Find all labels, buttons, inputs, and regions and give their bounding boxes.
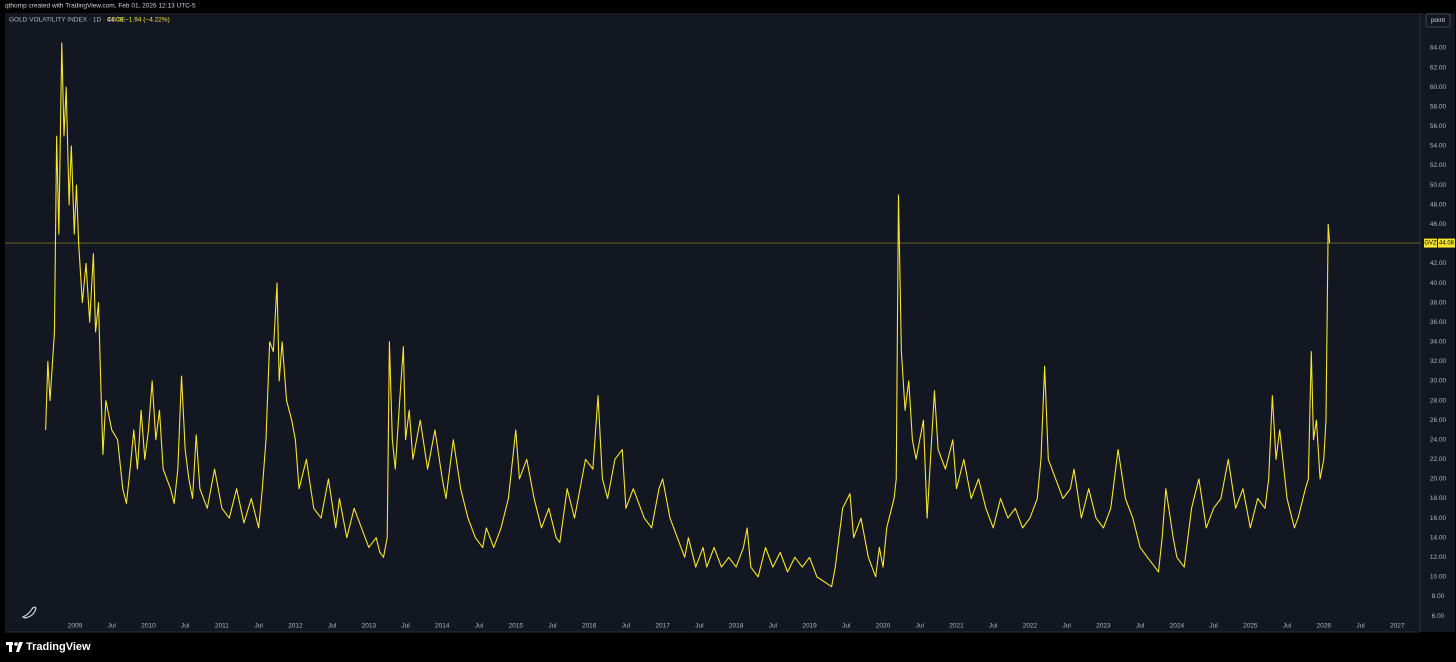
price-tag-name-bg — [1424, 238, 1437, 248]
tv-logo — [6, 642, 23, 652]
y-tick-label: 8.00 — [1432, 593, 1445, 600]
price-tag-bg — [1438, 238, 1455, 248]
x-tick-label: Jul — [181, 623, 190, 630]
y-tick-label: 60.00 — [1430, 84, 1447, 91]
y-tick-label: 22.00 — [1430, 456, 1447, 463]
y-tick-label: 14.00 — [1430, 534, 1447, 541]
y-tick-label: 42.00 — [1430, 260, 1447, 267]
y-tick-label: 38.00 — [1430, 299, 1447, 306]
dino-icon — [21, 606, 37, 619]
y-tick-label: 28.00 — [1430, 397, 1447, 404]
x-tick-label: 2016 — [582, 623, 597, 630]
x-tick-label: Jul — [108, 623, 117, 630]
x-tick-label: Jul — [475, 623, 484, 630]
x-tick-label: 2012 — [288, 623, 303, 630]
y-tick-label: 48.00 — [1430, 201, 1447, 208]
x-tick-label: 2023 — [1096, 623, 1111, 630]
y-tick-label: 64.00 — [1430, 45, 1447, 52]
x-tick-label: Jul — [1063, 623, 1072, 630]
x-tick-label: Jul — [1356, 623, 1365, 630]
x-tick-label: Jul — [328, 623, 337, 630]
y-tick-label: 40.00 — [1430, 280, 1447, 287]
price-line — [45, 42, 1331, 588]
x-tick-label: 2022 — [1023, 623, 1038, 630]
y-tick-label: 26.00 — [1430, 417, 1447, 424]
y-tick-label: 6.00 — [1432, 613, 1445, 620]
x-tick-label: Jul — [769, 623, 778, 630]
x-tick-label: Jul — [1283, 623, 1292, 630]
x-tick-label: Jul — [695, 623, 704, 630]
y-tick-label: 24.00 — [1430, 436, 1447, 443]
brand: TradingView — [26, 641, 91, 653]
y-tick-label: 56.00 — [1430, 123, 1447, 130]
x-tick-label: 2011 — [215, 623, 229, 630]
y-tick-label: 10.00 — [1430, 574, 1447, 581]
x-tick-label: 2017 — [655, 623, 670, 630]
x-tick-label: Jul — [916, 623, 925, 630]
x-tick-label: 2015 — [509, 623, 524, 630]
y-tick-label: 20.00 — [1430, 476, 1447, 483]
x-tick-label: Jul — [1209, 623, 1218, 630]
x-tick-label: 2013 — [362, 623, 377, 630]
x-tick-label: 2010 — [141, 623, 156, 630]
point-button[interactable] — [1425, 13, 1451, 28]
y-tick-label: 54.00 — [1430, 143, 1447, 150]
x-tick-label: Jul — [1136, 623, 1145, 630]
last-value: 44.08 — [107, 17, 124, 24]
x-tick-label: 2009 — [68, 623, 83, 630]
y-tick-label: 62.00 — [1430, 64, 1447, 71]
y-tick-label: 58.00 — [1430, 103, 1447, 110]
x-tick-label: Jul — [254, 623, 263, 630]
change: −1.94 (−4.22%) — [125, 17, 170, 24]
x-tick-label: Jul — [842, 623, 851, 630]
x-tick-label: 2020 — [876, 623, 891, 630]
price-tag-value: 44.08 — [1439, 241, 1455, 247]
y-tick-label: 50.00 — [1430, 182, 1447, 189]
y-tick-label: 34.00 — [1430, 339, 1447, 346]
credit: qthomp created with TradingView.com, Feb… — [5, 3, 196, 10]
x-tick-label: 2014 — [435, 623, 450, 630]
chart-pane — [5, 13, 1455, 632]
x-tick-label: 2027 — [1390, 623, 1405, 630]
y-tick-label: 52.00 — [1430, 162, 1447, 169]
x-tick-label: 2021 — [949, 623, 964, 630]
y-tick-label: 12.00 — [1430, 554, 1447, 561]
x-tick-label: 2026 — [1317, 623, 1332, 630]
y-tick-label: 32.00 — [1430, 358, 1447, 365]
y-tick-label: 30.00 — [1430, 378, 1447, 385]
y-tick-label: 18.00 — [1430, 495, 1447, 502]
y-tick-label: 36.00 — [1430, 319, 1447, 326]
y-tick-label: 16.00 — [1430, 515, 1447, 522]
chart-title: GOLD VOLATILITY INDEX · 1D · CBOE — [9, 17, 126, 24]
x-tick-label: 2025 — [1243, 623, 1258, 630]
x-tick-label: 2024 — [1170, 623, 1185, 630]
x-tick-label: 2018 — [729, 623, 744, 630]
x-tick-label: Jul — [548, 623, 557, 630]
price-tag-name: GVZ — [1424, 241, 1437, 247]
point-button-label[interactable]: point — [1431, 17, 1445, 24]
x-tick-label: Jul — [622, 623, 631, 630]
x-tick-label: 2019 — [802, 623, 817, 630]
y-tick-label: 46.00 — [1430, 221, 1447, 228]
x-tick-label: Jul — [401, 623, 410, 630]
x-tick-label: Jul — [989, 623, 998, 630]
